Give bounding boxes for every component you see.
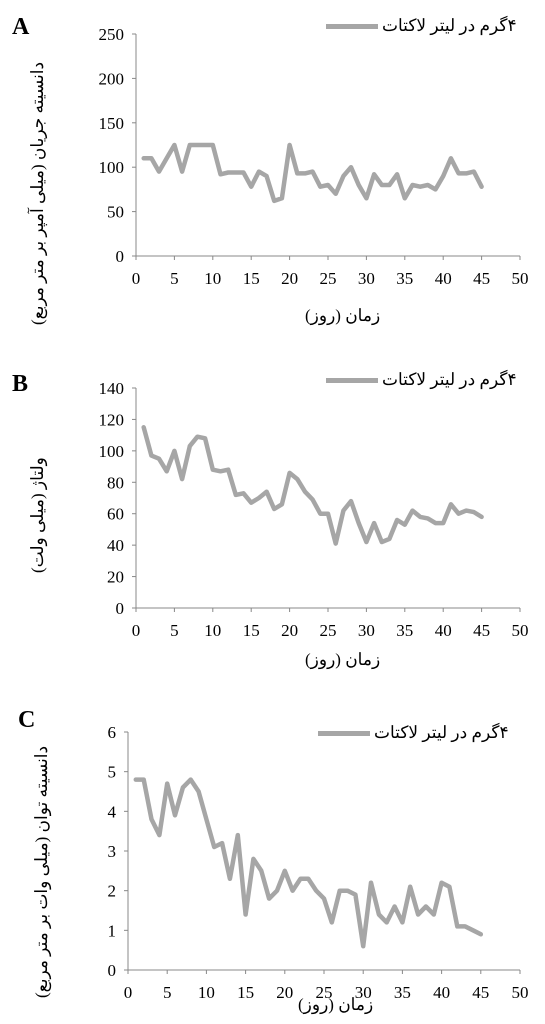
y-tick-label: 120 (99, 410, 125, 429)
panel-label-c: C (18, 707, 36, 733)
y-tick-label: 5 (108, 763, 117, 782)
x-tick-label: 15 (237, 983, 254, 1002)
x-tick-label: 5 (170, 621, 179, 640)
legend-label-a: ۴گرم در لیتر لاکتات (382, 16, 517, 35)
x-tick-label: 25 (316, 983, 333, 1002)
x-tick-label: 0 (132, 621, 141, 640)
y-tick-label: 200 (99, 69, 125, 88)
x-axis-label-a: زمان (روز) (305, 306, 381, 325)
line-chart-a: 0 50 100 150 200 250 0 5 10 15 20 25 30 35 40 45 50 (99, 25, 529, 288)
x-tick-label: 10 (204, 269, 221, 288)
x-tick-label: 15 (243, 269, 260, 288)
panel-label-a: A (12, 14, 30, 40)
series-line (141, 425, 484, 546)
x-tick-label: 20 (281, 269, 298, 288)
series-line (141, 142, 484, 204)
x-tick-label: 35 (396, 621, 413, 640)
y-tick-label: 0 (116, 599, 125, 618)
x-tick-label: 30 (358, 621, 375, 640)
x-tick-label: 40 (435, 621, 452, 640)
y-tick-label: 40 (107, 536, 124, 555)
legend-label-c: ۴گرم در لیتر لاکتات (374, 723, 509, 742)
line-chart-b: 0 20 40 60 80 100 120 140 0 5 10 15 20 25 30 35 40 45 50 (99, 379, 529, 640)
y-tick-label: 4 (108, 802, 117, 821)
y-tick-label: 250 (99, 25, 125, 44)
legend-swatch-b (326, 377, 378, 383)
y-tick-label: 20 (107, 568, 124, 587)
legend-swatch-c (318, 730, 370, 736)
x-tick-label: 30 (358, 269, 375, 288)
x-tick-label: 40 (433, 983, 450, 1002)
legend-label-b: ۴گرم در لیتر لاکتات (382, 370, 517, 389)
x-tick-label: 10 (198, 983, 215, 1002)
y-tick-label: 2 (108, 882, 117, 901)
y-tick-label: 0 (116, 247, 125, 266)
x-tick-label: 25 (320, 269, 337, 288)
y-tick-label: 80 (107, 473, 124, 492)
x-tick-label: 30 (355, 983, 372, 1002)
y-tick-label: 50 (107, 203, 124, 222)
chart-panel-a: A ۴گرم در لیتر لاکتات دانسیته جریان (میل… (0, 0, 545, 340)
x-axis-label-c: زمان (روز) (298, 995, 374, 1014)
y-tick-label: 100 (99, 158, 125, 177)
panel-label-b: B (12, 371, 29, 397)
y-tick-label: 140 (99, 379, 125, 398)
x-tick-label: 50 (512, 621, 529, 640)
y-tick-label: 6 (108, 723, 117, 742)
x-tick-label: 45 (473, 269, 490, 288)
x-axis-label-b: زمان (روز) (305, 650, 381, 669)
x-tick-label: 35 (394, 983, 411, 1002)
chart-legend-c: ۴گرم در لیتر لاکتات (318, 723, 509, 743)
x-tick-label: 15 (243, 621, 260, 640)
chart-legend-b: ۴گرم در لیتر لاکتات (326, 370, 517, 390)
x-tick-label: 45 (473, 621, 490, 640)
x-tick-label: 50 (512, 983, 529, 1002)
x-tick-label: 50 (512, 269, 529, 288)
y-tick-label: 1 (108, 921, 117, 940)
chart-legend-a: ۴گرم در لیتر لاکتات (326, 16, 517, 36)
x-tick-label: 5 (170, 269, 179, 288)
legend-swatch-a (326, 23, 378, 29)
y-tick-label: 3 (108, 842, 117, 861)
x-tick-label: 40 (435, 269, 452, 288)
chart-panel-b: B ۴گرم در لیتر لاکتات ولتاژ (میلی ولت) ز… (0, 345, 545, 680)
x-tick-label: 25 (320, 621, 337, 640)
y-tick-label: 60 (107, 505, 124, 524)
y-tick-label: 0 (108, 961, 117, 980)
x-tick-label: 0 (132, 269, 141, 288)
x-tick-label: 0 (124, 983, 133, 1002)
x-tick-label: 20 (276, 983, 293, 1002)
y-tick-label: 150 (99, 114, 125, 133)
y-tick-label: 100 (99, 442, 125, 461)
x-tick-label: 10 (204, 621, 221, 640)
x-tick-label: 45 (472, 983, 489, 1002)
chart-panel-c: C ۴گرم در لیتر لاکتات دانسیته توان (میلی… (0, 685, 545, 1024)
x-tick-label: 35 (396, 269, 413, 288)
x-tick-label: 5 (163, 983, 172, 1002)
x-tick-label: 20 (281, 621, 298, 640)
series-line (133, 777, 484, 949)
